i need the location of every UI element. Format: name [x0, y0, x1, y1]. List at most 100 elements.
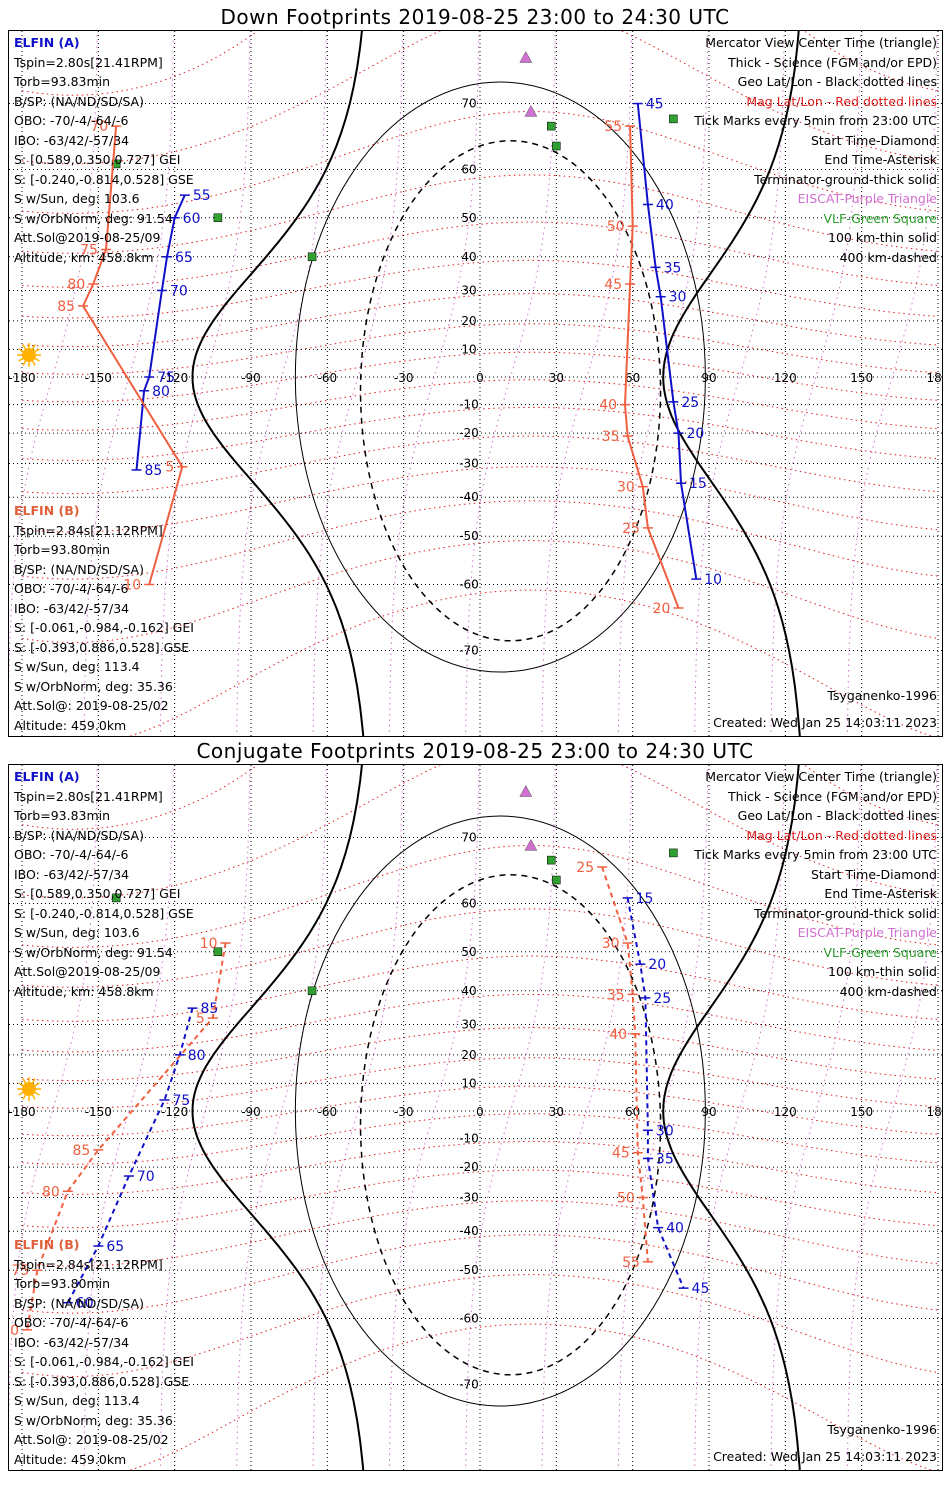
track-time-label: 85 [73, 1143, 91, 1159]
terminator-line [662, 765, 801, 1470]
track-time-label: 30 [617, 480, 635, 496]
legend-item: Thick - Science (FGM and/or EPD) [728, 54, 937, 70]
lat-tick-label: -20 [459, 426, 479, 440]
elfin-b-line: Tspin=2.84s[21.12RPM] [14, 522, 163, 538]
terminator-line [191, 765, 365, 1470]
map-canvas-conjugate: -180 -150 -120 -90 -60 -30 0 30 60 90 120 150 180 70 6… [9, 765, 942, 1470]
mag-lon-line [846, 31, 938, 733]
mag-lat-line [21, 174, 939, 254]
lat-tick-label: 60 [461, 162, 476, 176]
mag-lon-line [312, 31, 404, 733]
elfin-b-line: B/SP: (NA/ND/SD/SA) [14, 1295, 144, 1311]
lat-tick-label: 50 [461, 945, 476, 959]
lat-tick-label: 60 [461, 896, 476, 910]
lon-tick-label: 0 [476, 371, 484, 385]
elfin-a-line: OBO: -70/-4/-64/-6 [14, 113, 129, 128]
track-time-label: 65 [106, 1239, 124, 1255]
track-line [81, 126, 184, 585]
track-time-label: 70 [137, 1169, 155, 1185]
track-time-label: 30 [669, 290, 687, 306]
elfin-b-line: Tspin=2.84s[21.12RPM] [14, 1256, 163, 1272]
mag-lat-line [21, 351, 939, 403]
vlf-square-icon [213, 213, 223, 223]
panel-title-down: Down Footprints 2019-08-25 23:00 to 24:3… [220, 5, 730, 29]
mag-lon-line [694, 31, 785, 733]
lat-tick-label: -70 [459, 1377, 479, 1391]
vlf-square-icon [111, 893, 121, 903]
mag-lon-line [465, 765, 556, 1467]
mag-lon-line [541, 765, 633, 1467]
elfin-a-header: ELFIN (A) [14, 769, 80, 784]
lat-tick-label: -20 [459, 1160, 479, 1174]
map-canvas-down: -180 -150 -120 -90 -60 -30 0 30 60 90 120 150 180 70 6… [9, 31, 942, 736]
track-time-label: 25 [681, 395, 699, 411]
track-time-label: 80 [188, 1048, 206, 1064]
sun-ray [18, 357, 24, 362]
sun-ray [31, 360, 36, 366]
lon-tick-label: 150 [850, 1105, 873, 1119]
legend-item: EISCAT-Purple Triangle [797, 191, 937, 206]
track-time-label: 55 [622, 1255, 640, 1271]
elfin-a-header: ELFIN (A) [14, 35, 80, 50]
elfin-b-line: S w/OrbNorm, deg: 35.36 [14, 1412, 173, 1428]
elfin-a-line: B/SP: (NA/ND/SD/SA) [14, 93, 144, 109]
sun-ray [18, 348, 24, 353]
elfin-b-line: S: [-0.061,-0.984,-0.162] GEI [14, 1354, 194, 1369]
track-line [26, 942, 227, 1331]
legend-item: Tick Marks every 5min from 23:00 UTC [694, 847, 937, 862]
lon-tick-label: -60 [318, 1105, 338, 1119]
track-time-label: 10 [200, 936, 218, 952]
mag-lon-line [83, 31, 175, 733]
vlf-square-icon [546, 855, 556, 865]
track-line [66, 1007, 194, 1304]
elfin-b-line: S: [-0.393,0.886,0.528] GSE [14, 639, 190, 655]
track-time-label: 40 [656, 197, 674, 213]
lat-tick-label: -40 [459, 1224, 479, 1238]
legend-item: 400 km-dashed [839, 249, 937, 265]
legend-item: 400 km-dashed [839, 983, 937, 999]
elfin-a-line: S w/Sun, deg: 103.6 [14, 191, 140, 206]
lon-tick-label: 120 [774, 371, 797, 385]
credit-down: Tsyganenko-1996 [827, 688, 937, 703]
range-100km-circle [294, 81, 706, 673]
lon-tick-label: -120 [161, 1105, 188, 1119]
elfin-a-line: IBO: -63/42/-57/34 [14, 866, 130, 882]
lon-tick-label: 90 [701, 371, 716, 385]
mag-lat-line [21, 1027, 939, 1081]
elfin-b-line: Att.Sol@: 2019-08-25/02 [14, 1432, 169, 1447]
lat-tick-label: 30 [461, 283, 476, 297]
terminator-line [191, 31, 365, 736]
elfin-b-line: S: [-0.061,-0.984,-0.162] GEI [14, 620, 194, 635]
elfin-b-line: S: [-0.393,0.886,0.528] GSE [14, 1373, 190, 1389]
track-time-label: 55 [193, 188, 211, 204]
track-time-label: 10 [704, 572, 722, 588]
elfin-a-line: S w/OrbNorm, deg: 91.54 [14, 944, 173, 960]
track-time-label: 40 [666, 1221, 684, 1237]
legend-item: End Time-Asterisk [824, 886, 937, 901]
lat-tick-label: 40 [461, 250, 476, 264]
track-time-label: 40 [609, 1027, 627, 1043]
legend-item: Terminator-ground-thick solid [754, 171, 937, 187]
track-time-label: 30 [602, 936, 620, 952]
track-time-label: 15 [636, 891, 654, 907]
legend-item: End Time-Asterisk [824, 152, 937, 167]
panel-title-conjugate: Conjugate Footprints 2019-08-25 23:00 to… [196, 739, 754, 763]
elfin-b-line: Torb=93.80min [14, 1276, 111, 1291]
lon-tick-label: 150 [850, 371, 873, 385]
track-time-label: 80 [67, 277, 85, 293]
mag-lat-line [21, 379, 939, 431]
sun-ray [31, 344, 36, 350]
lat-tick-label: -10 [459, 1132, 479, 1146]
track-time-label: 75 [11, 1263, 29, 1279]
mag-lon-line [617, 765, 709, 1467]
elfin-a-info-conjugate: ELFIN (A) Tspin=2.80s[21.41RPM] Torb=93.… [14, 767, 194, 1001]
track-time-label: 40 [599, 398, 617, 414]
track-time-label: 25 [622, 521, 640, 537]
sun-icon [22, 348, 36, 362]
track-time-label: 10 [123, 578, 141, 594]
elfin-a-line: Altitude, km: 458.8km [14, 983, 154, 999]
elfin-b-line: S w/OrbNorm, deg: 35.36 [14, 678, 173, 694]
lat-tick-label: -60 [459, 1312, 479, 1326]
mag-lon-line [236, 765, 327, 1467]
elfin-a-line: Torb=93.83min [14, 808, 111, 823]
